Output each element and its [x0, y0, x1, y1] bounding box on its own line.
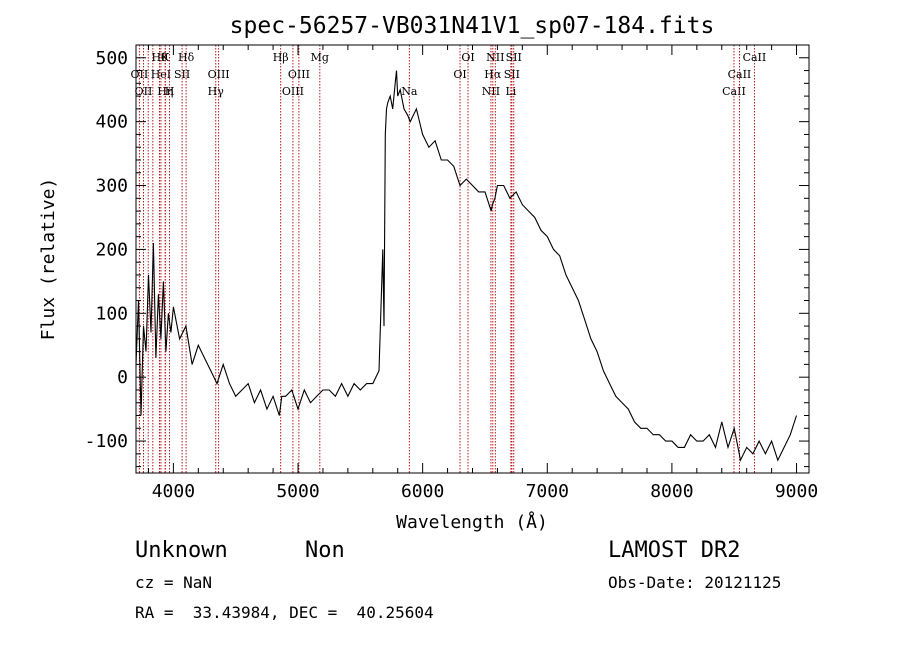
y-tick-label-1: 0	[117, 367, 128, 388]
y-tick-label-0: -100	[85, 431, 128, 452]
line-label-8: H	[165, 85, 175, 98]
line-label-15: OIII	[288, 68, 310, 81]
line-label-18: OI	[453, 68, 466, 81]
x-tick-label-4: 8000	[650, 481, 693, 502]
line-label-22: NII	[486, 51, 504, 64]
y-tick-label-5: 400	[95, 112, 128, 133]
chart-title: spec-56257-VB031N41V1_sp07-184.fits	[230, 13, 715, 39]
flux-line-0	[135, 70, 798, 462]
redshift-text: cz = NaN	[135, 573, 213, 592]
flux-series	[135, 70, 798, 462]
line-label-24: SII	[504, 68, 520, 81]
line-label-25: SII	[506, 51, 522, 64]
line-label-12: OIII	[208, 68, 230, 81]
line-label-10: Hδ	[178, 51, 195, 64]
line-label-23: Li	[505, 85, 516, 98]
line-label-9: SII	[174, 68, 190, 81]
line-label-21: Hα	[484, 68, 502, 81]
line-label-20: NII	[482, 85, 500, 98]
axis-ticks: 4000 5000 6000 7000 8000 9000 -100 0 100 200 300 40…	[85, 44, 818, 502]
emission-line-markers: OIIOIIHθHeIHηKHSIIHδHγOIIIHβOIIIOIIIMgNa…	[131, 45, 767, 473]
line-label-28: CaII	[743, 51, 767, 64]
coordinates-text: RA = 33.43984, DEC = 40.25604	[135, 603, 434, 622]
line-label-17: Na	[401, 85, 418, 98]
subclass-label: Non	[305, 538, 345, 563]
x-tick-label-1: 5000	[276, 481, 319, 502]
line-label-14: OIII	[282, 85, 304, 98]
line-label-16: Mg	[311, 51, 329, 64]
plot-frame	[135, 44, 810, 474]
y-tick-label-6: 500	[95, 48, 128, 69]
line-label-19: OI	[461, 51, 474, 64]
line-label-5: HeI	[151, 68, 171, 81]
line-label-11: Hγ	[208, 85, 225, 98]
y-axis-label: Flux (relative)	[38, 178, 59, 341]
x-axis-label: Wavelength (Å)	[396, 511, 548, 533]
line-label-13: Hβ	[273, 51, 289, 64]
y-tick-label-3: 200	[95, 239, 128, 260]
line-label-4: Hθ	[151, 51, 168, 64]
line-label-7: K	[161, 51, 170, 64]
class-label: Unknown	[135, 538, 228, 563]
x-tick-label-3: 7000	[526, 481, 569, 502]
x-tick-label-0: 4000	[152, 481, 195, 502]
x-tick-label-5: 9000	[775, 481, 818, 502]
spectrum-chart: spec-56257-VB031N41V1_sp07-184.fits OII O…	[38, 13, 818, 533]
y-tick-label-2: 100	[95, 303, 128, 324]
survey-label: LAMOST DR2	[608, 538, 741, 563]
line-label-27: CaII	[728, 68, 752, 81]
line-label-26: CaII	[722, 85, 746, 98]
y-tick-label-4: 300	[95, 176, 128, 197]
line-label-0: OII	[131, 68, 149, 81]
x-tick-label-2: 6000	[401, 481, 444, 502]
obs-date-text: Obs-Date: 20121125	[608, 573, 782, 592]
